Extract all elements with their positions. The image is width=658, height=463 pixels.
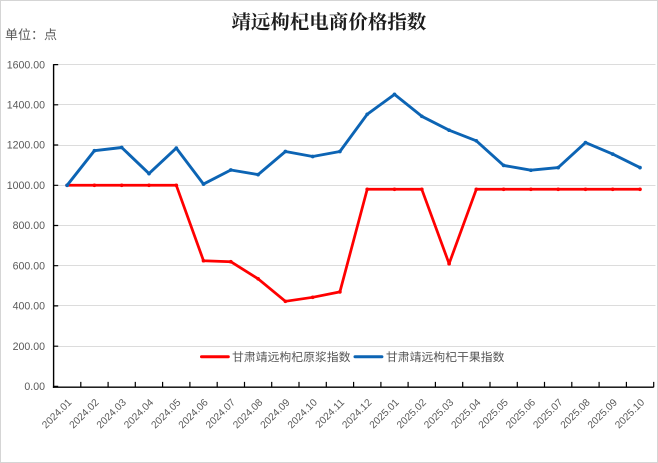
svg-text:200.00: 200.00 bbox=[13, 341, 46, 353]
svg-text:800.00: 800.00 bbox=[13, 220, 46, 232]
svg-text:1000.00: 1000.00 bbox=[7, 180, 45, 192]
svg-text:1400.00: 1400.00 bbox=[7, 100, 45, 112]
svg-text:0.00: 0.00 bbox=[24, 381, 45, 393]
svg-text:1200.00: 1200.00 bbox=[7, 140, 45, 152]
svg-text:600.00: 600.00 bbox=[13, 260, 46, 272]
svg-text:400.00: 400.00 bbox=[13, 301, 46, 313]
svg-text:1600.00: 1600.00 bbox=[7, 59, 45, 71]
